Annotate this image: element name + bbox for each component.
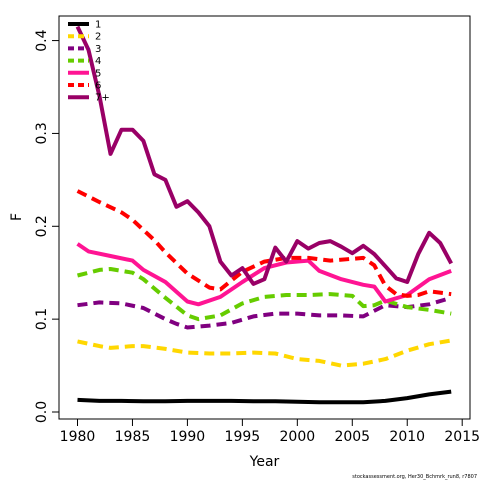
series-line-4 bbox=[77, 267, 452, 322]
x-tick-label: 1995 bbox=[225, 429, 261, 445]
y-tick-label: 0.1 bbox=[34, 308, 50, 330]
series-line-6 bbox=[76, 189, 452, 298]
legend-label-6: 6 bbox=[95, 81, 101, 92]
y-tick-label: 0.2 bbox=[34, 215, 50, 237]
legend-label-5: 5 bbox=[95, 68, 101, 79]
series-line-5 bbox=[76, 242, 452, 307]
x-tick-label: 2010 bbox=[389, 429, 425, 445]
legend-label-1: 1 bbox=[95, 20, 101, 31]
x-axis-label: Year bbox=[249, 454, 280, 470]
x-axis: 1980 1985 1990 1995 2000 2005 2010 2015 bbox=[60, 419, 480, 445]
plot-frame bbox=[58, 15, 471, 420]
credit-text: stockassessment.org, Her30_Bchmrk_run8, … bbox=[352, 474, 477, 480]
legend-label-2: 2 bbox=[95, 32, 101, 43]
x-tick-label: 2005 bbox=[334, 429, 370, 445]
series-line-1 bbox=[77, 389, 452, 405]
series-lines bbox=[75, 25, 453, 405]
y-tick-label: 0.0 bbox=[34, 401, 50, 423]
x-tick-label: 1985 bbox=[115, 429, 151, 445]
y-axis-label: F bbox=[9, 213, 25, 221]
legend-label-3: 3 bbox=[95, 44, 101, 55]
series-line-2 bbox=[77, 338, 452, 368]
y-axis: 0.0 0.1 0.2 0.3 0.4 bbox=[34, 29, 59, 423]
x-tick-label: 1990 bbox=[170, 429, 206, 445]
y-tick-label: 0.3 bbox=[34, 122, 50, 144]
legend-label-4: 4 bbox=[95, 56, 101, 67]
y-tick-label: 0.4 bbox=[34, 29, 50, 51]
series-line-3 bbox=[77, 295, 452, 330]
x-tick-label: 2000 bbox=[280, 429, 316, 445]
x-tick-label: 1980 bbox=[60, 429, 96, 445]
x-tick-label: 2015 bbox=[444, 429, 480, 445]
series-line-7 bbox=[75, 25, 453, 286]
legend-label-7: 7+ bbox=[95, 93, 110, 104]
